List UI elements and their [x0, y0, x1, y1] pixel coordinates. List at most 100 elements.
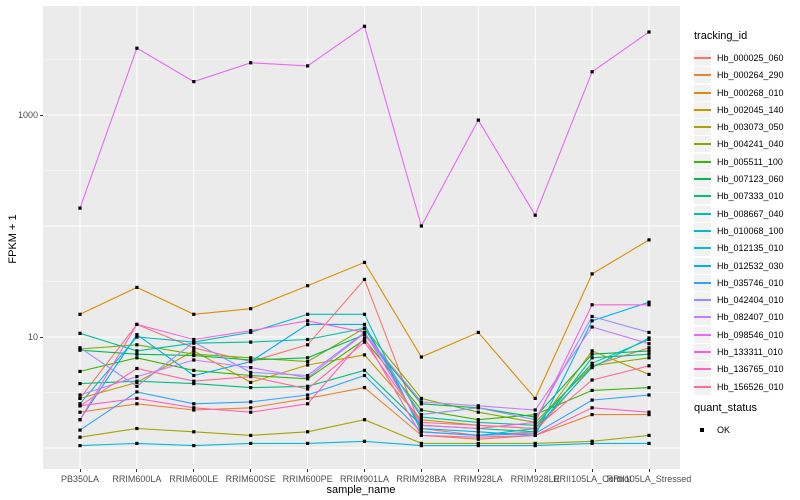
legend-key — [694, 153, 711, 170]
data-point — [647, 336, 651, 340]
legend-key-line — [694, 91, 711, 94]
legend-key — [694, 171, 711, 188]
data-point — [590, 314, 594, 319]
data-point — [590, 349, 594, 353]
y-tick-mark — [40, 114, 43, 116]
quant-status-legend: quant_status OK — [688, 402, 798, 439]
data-point — [78, 402, 82, 406]
data-point — [362, 322, 367, 326]
legend-key-line — [694, 247, 711, 250]
data-point — [135, 46, 139, 50]
data-point — [533, 408, 537, 412]
data-point — [362, 330, 367, 334]
data-point — [362, 260, 367, 264]
legend-item: Hb_000025_060 — [688, 50, 798, 67]
x-tick-label: RRII105LA_Control — [553, 474, 632, 484]
data-point — [192, 379, 196, 383]
x-tick-label: RRIM600LE — [169, 474, 219, 484]
data-point — [135, 352, 139, 356]
data-point — [362, 439, 367, 443]
data-point — [476, 404, 480, 408]
data-point — [362, 373, 367, 378]
data-point — [647, 346, 651, 350]
black-square-marker — [700, 428, 704, 432]
y-axis-title: FPKM + 1 — [7, 214, 19, 264]
legend-label: Hb_010068_100 — [717, 225, 784, 236]
x-tick-mark — [364, 469, 365, 472]
data-point — [306, 373, 310, 378]
x-tick-mark — [648, 469, 650, 472]
legend-item: Hb_007123_060 — [688, 171, 798, 188]
legend-item: Hb_007333_010 — [688, 188, 798, 205]
x-tick-label: RRIM600PE — [282, 474, 333, 484]
data-point — [362, 312, 367, 316]
data-point — [476, 444, 480, 448]
data-point — [533, 415, 537, 419]
data-point — [135, 322, 139, 326]
data-point — [306, 363, 310, 367]
data-point — [135, 356, 139, 360]
data-point — [647, 433, 651, 437]
x-tick-mark — [79, 469, 81, 472]
data-point — [192, 337, 196, 342]
data-point — [135, 390, 139, 394]
x-tick-label: RRIM928BA — [396, 474, 447, 484]
legend-key — [694, 240, 711, 257]
legend-key — [694, 378, 711, 395]
data-point — [135, 349, 139, 353]
data-point — [192, 373, 196, 378]
data-point — [476, 423, 480, 427]
legend-item: Hb_098546_010 — [688, 326, 798, 344]
data-point — [533, 431, 537, 436]
legend-item: Hb_136765_010 — [688, 361, 798, 378]
x-tick-mark — [591, 469, 593, 472]
legend-key-line — [694, 108, 711, 111]
data-point — [533, 413, 537, 417]
legend-item: Hb_010068_100 — [688, 222, 798, 240]
data-point — [419, 423, 423, 427]
x-tick-label: RRIM928LE — [510, 474, 560, 484]
x-tick-mark — [136, 469, 138, 472]
legend-label: Hb_012135_010 — [717, 243, 784, 254]
legend-label: Hb_098546_010 — [717, 329, 784, 340]
data-point — [249, 410, 253, 414]
legend-key — [694, 274, 711, 291]
data-point — [192, 382, 196, 386]
data-point — [306, 322, 310, 326]
legend-item: Hb_082407_010 — [688, 309, 798, 326]
legend-label: Hb_000025_060 — [717, 53, 784, 63]
legend-item: Hb_004241_040 — [688, 136, 798, 153]
data-point — [533, 430, 537, 434]
legend-key-line — [694, 385, 711, 388]
data-point — [419, 400, 423, 404]
legend-key — [694, 361, 711, 378]
data-point — [590, 406, 594, 410]
data-point — [476, 418, 480, 422]
data-point — [419, 355, 423, 359]
data-point — [135, 396, 139, 400]
legend-key — [694, 344, 711, 361]
x-tick-label: RRII105LA_Stressed — [606, 474, 692, 484]
data-point — [306, 337, 310, 342]
data-point — [362, 336, 367, 340]
data-point — [362, 386, 367, 390]
data-point — [249, 340, 253, 344]
legend-label: Hb_136765_010 — [717, 364, 784, 375]
data-point — [419, 426, 423, 431]
x-tick-label: RRIM901LA — [339, 474, 390, 484]
data-point — [78, 382, 82, 386]
data-point — [362, 368, 367, 372]
legend-key — [694, 119, 711, 136]
data-point — [306, 376, 310, 380]
legend-label: Hb_008667_040 — [717, 208, 784, 219]
legend-item: Hb_133311_010 — [688, 344, 798, 361]
y-tick-label: 1000 — [17, 110, 38, 120]
data-point — [78, 435, 82, 439]
data-point — [647, 303, 651, 307]
legend-label: Hb_007333_010 — [717, 191, 784, 202]
data-point — [476, 441, 480, 445]
data-point — [135, 441, 139, 445]
legend-label: Hb_042404_010 — [717, 295, 784, 306]
data-point — [647, 352, 651, 356]
